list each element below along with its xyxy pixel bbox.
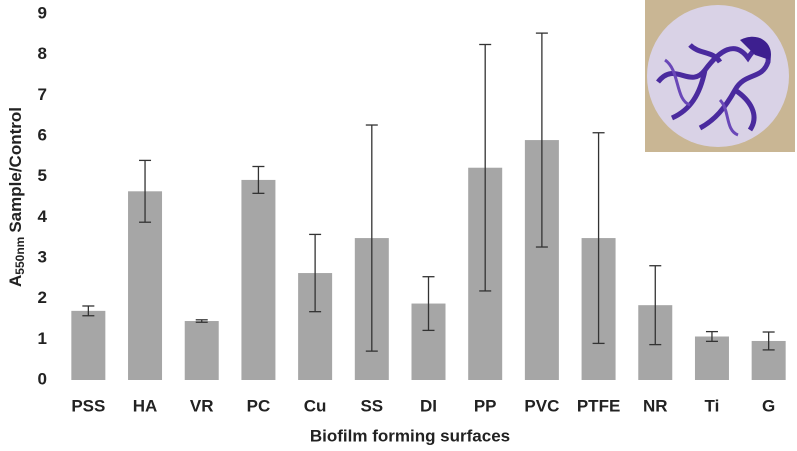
y-tick-label: 2 <box>38 288 47 307</box>
x-tick-label: PSS <box>71 396 105 415</box>
x-tick-label: PTFE <box>577 396 620 415</box>
x-tick-label: PC <box>247 396 271 415</box>
x-tick-label: NR <box>643 396 668 415</box>
x-tick-label: VR <box>190 396 214 415</box>
x-tick-label: DI <box>420 396 437 415</box>
bar <box>241 179 276 380</box>
bar <box>71 310 106 380</box>
y-axis-title-main: A <box>6 275 25 287</box>
x-tick-label: HA <box>133 396 158 415</box>
y-tick-label: 3 <box>38 247 47 266</box>
y-tick-label: 6 <box>38 125 47 144</box>
bar <box>694 336 729 380</box>
y-axis-title-subscript: 550nm <box>13 237 27 275</box>
y-tick-label: 0 <box>38 369 47 388</box>
x-axis-title: Biofilm forming surfaces <box>310 426 510 445</box>
y-axis-title-rest: Sample/Control <box>6 107 25 233</box>
inset-photo <box>645 0 795 152</box>
x-tick-label: SS <box>360 396 383 415</box>
x-tick-label: G <box>762 396 775 415</box>
x-tick-label: PVC <box>524 396 559 415</box>
y-tick-label: 5 <box>38 166 47 185</box>
x-tick-label: Cu <box>304 396 327 415</box>
x-tick-label: Ti <box>705 396 720 415</box>
y-axis-title: A550nm Sample/Control <box>6 107 27 287</box>
y-tick-label: 4 <box>38 207 48 226</box>
y-tick-label: 8 <box>38 44 47 63</box>
x-tick-label: PP <box>474 396 497 415</box>
y-tick-label: 7 <box>38 85 47 104</box>
bar <box>184 321 219 380</box>
y-tick-label: 1 <box>38 329 47 348</box>
y-tick-label: 9 <box>38 3 47 22</box>
